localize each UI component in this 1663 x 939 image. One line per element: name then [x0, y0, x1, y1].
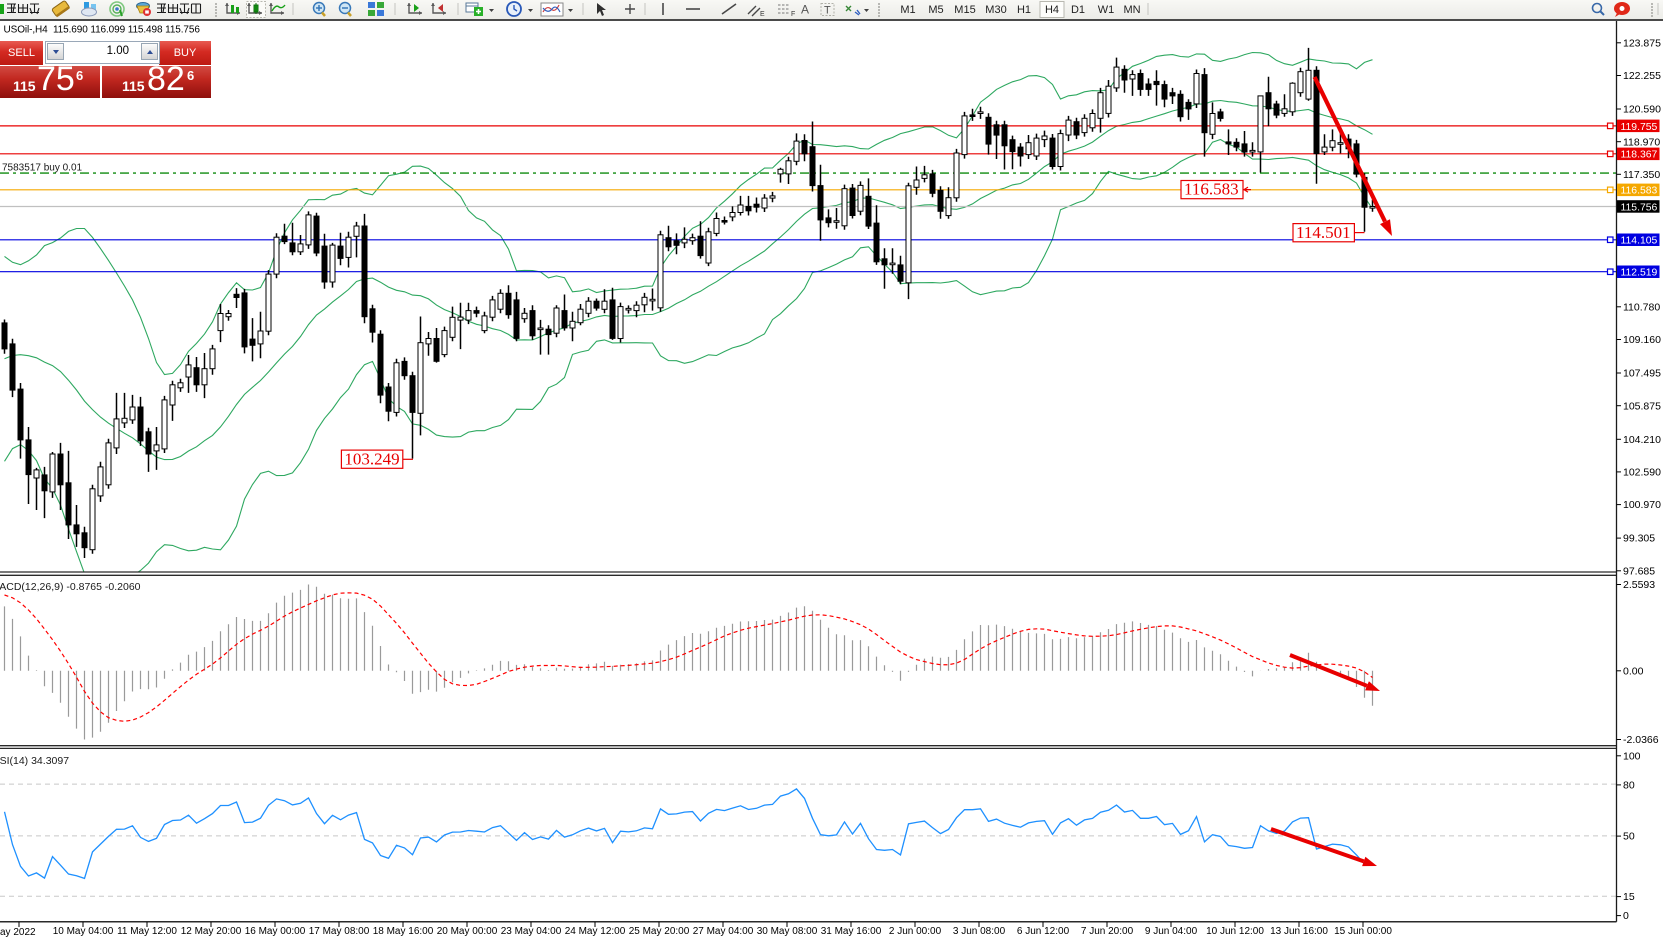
- svg-text:115.756: 115.756: [1621, 202, 1658, 213]
- svg-text:6 Jun 12:00: 6 Jun 12:00: [1017, 926, 1070, 937]
- svg-text:M15: M15: [954, 4, 975, 16]
- svg-text:18 May 16:00: 18 May 16:00: [373, 926, 434, 937]
- svg-text:119.755: 119.755: [1621, 122, 1658, 133]
- svg-text:122.255: 122.255: [1623, 70, 1661, 82]
- svg-text:ay 2022: ay 2022: [0, 927, 36, 938]
- svg-text:97.685: 97.685: [1623, 565, 1655, 577]
- svg-text:11 May 12:00: 11 May 12:00: [117, 926, 177, 937]
- svg-text:10 Jun 12:00: 10 Jun 12:00: [1206, 926, 1264, 937]
- svg-text:27 May 04:00: 27 May 04:00: [693, 926, 754, 937]
- svg-text:100.970: 100.970: [1623, 499, 1661, 511]
- svg-text:99.305: 99.305: [1623, 533, 1655, 545]
- svg-text:-2.0366: -2.0366: [1623, 734, 1659, 746]
- svg-text:31 May 16:00: 31 May 16:00: [821, 926, 882, 937]
- svg-text:M30: M30: [985, 4, 1006, 16]
- svg-text:M1: M1: [900, 4, 915, 16]
- svg-text:105.875: 105.875: [1623, 400, 1661, 412]
- svg-text:23 May 04:00: 23 May 04:00: [501, 926, 562, 937]
- svg-text:116.583: 116.583: [1184, 180, 1239, 199]
- svg-text:0: 0: [1623, 910, 1629, 922]
- svg-text:114.105: 114.105: [1621, 236, 1658, 247]
- svg-text:10 May 04:00: 10 May 04:00: [53, 926, 114, 937]
- svg-text:H1: H1: [1017, 4, 1031, 16]
- svg-text:107.495: 107.495: [1623, 368, 1661, 380]
- svg-text:103.249: 103.249: [344, 449, 399, 468]
- svg-text:25 May 20:00: 25 May 20:00: [629, 926, 690, 937]
- svg-text:W1: W1: [1098, 4, 1115, 16]
- svg-text:MN: MN: [1123, 4, 1140, 16]
- svg-text:30 May 08:00: 30 May 08:00: [757, 926, 818, 937]
- svg-text:12 May 20:00: 12 May 20:00: [181, 926, 242, 937]
- svg-text:15: 15: [1623, 891, 1635, 903]
- svg-text:104.210: 104.210: [1623, 434, 1661, 446]
- svg-text:80: 80: [1623, 780, 1635, 792]
- svg-text:M5: M5: [928, 4, 943, 16]
- svg-text:116.583: 116.583: [1621, 186, 1658, 197]
- svg-text:20 May 00:00: 20 May 00:00: [437, 926, 498, 937]
- svg-text:7583517 buy 0.01: 7583517 buy 0.01: [2, 163, 83, 174]
- svg-text:MACD(12,26,9) -0.8765 -0.2060: MACD(12,26,9) -0.8765 -0.2060: [0, 581, 141, 593]
- svg-text:117.350: 117.350: [1623, 169, 1660, 181]
- svg-text:110.780: 110.780: [1623, 301, 1660, 313]
- svg-text:50: 50: [1623, 831, 1635, 843]
- svg-text:2.5593: 2.5593: [1623, 579, 1655, 591]
- svg-text:15 Jun 00:00: 15 Jun 00:00: [1334, 926, 1392, 937]
- svg-text:17 May 08:00: 17 May 08:00: [309, 926, 370, 937]
- svg-text:112.519: 112.519: [1621, 268, 1658, 279]
- svg-text:H4: H4: [1045, 4, 1059, 16]
- svg-text:120.590: 120.590: [1623, 104, 1661, 116]
- svg-text:102.590: 102.590: [1623, 467, 1661, 479]
- svg-text:9 Jun 04:00: 9 Jun 04:00: [1145, 926, 1198, 937]
- svg-text:114.501: 114.501: [1296, 223, 1351, 242]
- svg-text:T: T: [824, 5, 831, 17]
- svg-text:USOil-,H4 115.690 116.099 115: USOil-,H4 115.690 116.099 115.498 115.75…: [4, 25, 201, 36]
- svg-text:F: F: [791, 11, 795, 18]
- svg-text:0.00: 0.00: [1623, 665, 1644, 677]
- svg-text:24 May 12:00: 24 May 12:00: [565, 926, 626, 937]
- svg-text:109.160: 109.160: [1623, 334, 1661, 346]
- svg-text:123.875: 123.875: [1623, 37, 1661, 49]
- svg-text:13 Jun 16:00: 13 Jun 16:00: [1270, 926, 1328, 937]
- svg-text:RSI(14) 34.3097: RSI(14) 34.3097: [0, 755, 69, 767]
- svg-text:3 Jun 08:00: 3 Jun 08:00: [953, 926, 1006, 937]
- svg-text:2 Jun 00:00: 2 Jun 00:00: [889, 926, 942, 937]
- svg-text:A: A: [801, 3, 809, 17]
- svg-text:100: 100: [1623, 750, 1641, 762]
- svg-text:7 Jun 20:00: 7 Jun 20:00: [1081, 926, 1134, 937]
- svg-text:D1: D1: [1071, 4, 1085, 16]
- svg-text:118.970: 118.970: [1623, 136, 1660, 148]
- svg-text:118.367: 118.367: [1621, 150, 1658, 161]
- svg-text:E: E: [760, 11, 765, 18]
- svg-text:16 May 00:00: 16 May 00:00: [245, 926, 306, 937]
